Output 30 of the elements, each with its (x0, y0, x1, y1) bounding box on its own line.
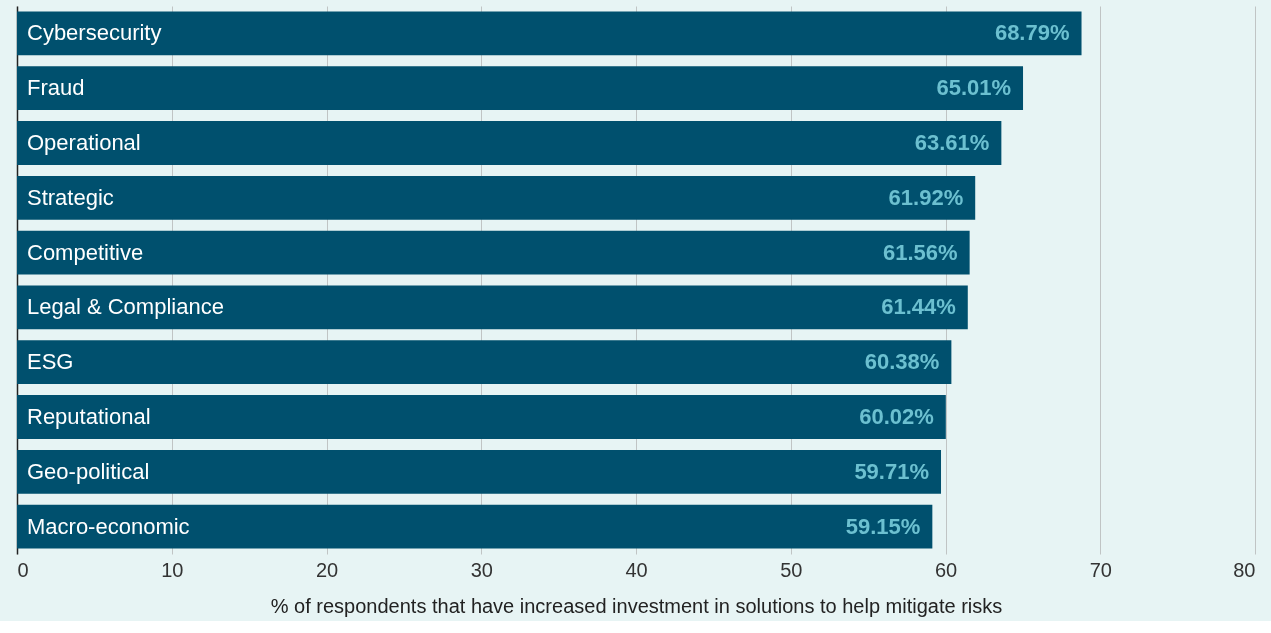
data-label: 63.61% (914, 130, 990, 155)
y-tick-label: ESG (27, 349, 74, 375)
y-tick-label: Macro-economic (27, 513, 190, 539)
y-tick-label: Reputational (27, 404, 151, 429)
data-label: 60.02% (859, 404, 934, 429)
y-tick-label: Cybersecurity (27, 20, 162, 46)
data-label: 65.01% (936, 75, 1012, 101)
data-label: 61.44% (881, 294, 956, 320)
y-tick-label: Competitive (27, 239, 144, 265)
data-label: 59.15% (845, 513, 921, 539)
x-tick-label: 30 (470, 558, 493, 581)
x-tick-label: 70 (1089, 558, 1112, 581)
y-tick-label: Strategic (27, 184, 114, 210)
x-tick-label: 20 (315, 558, 339, 581)
y-tick-label: Legal & Compliance (27, 294, 224, 320)
data-label: 68.79% (994, 20, 1070, 46)
x-tick-label: 50 (780, 558, 803, 581)
x-tick-label: 80 (1233, 558, 1256, 581)
data-label: 61.92% (888, 184, 964, 210)
data-label: 61.56% (883, 239, 958, 265)
y-tick-label: Fraud (27, 75, 85, 101)
data-label: 59.71% (854, 458, 930, 484)
x-tick-label: 60 (934, 558, 958, 581)
x-axis-title: % of respondents that have increased investment in solutions to help mitigate risks (270, 594, 1003, 617)
y-tick-label: Geo-political (27, 458, 150, 484)
x-tick-label: 10 (161, 558, 184, 581)
x-tick-label: 0 (17, 558, 29, 581)
x-tick-label: 40 (625, 558, 648, 581)
data-label: 60.38% (864, 349, 940, 375)
y-tick-label: Operational (27, 130, 141, 155)
